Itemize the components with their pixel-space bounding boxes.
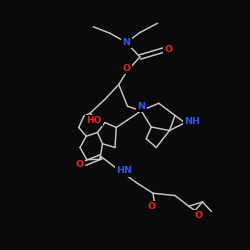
Text: O: O [195, 212, 203, 220]
Text: N: N [122, 38, 130, 47]
Text: HO: HO [86, 116, 102, 125]
Text: O: O [122, 64, 130, 73]
Text: NH: NH [184, 117, 200, 126]
Text: O: O [148, 202, 156, 211]
Text: O: O [76, 160, 84, 169]
Text: O: O [164, 46, 172, 54]
Text: HN: HN [116, 166, 132, 175]
Text: N: N [137, 102, 145, 111]
